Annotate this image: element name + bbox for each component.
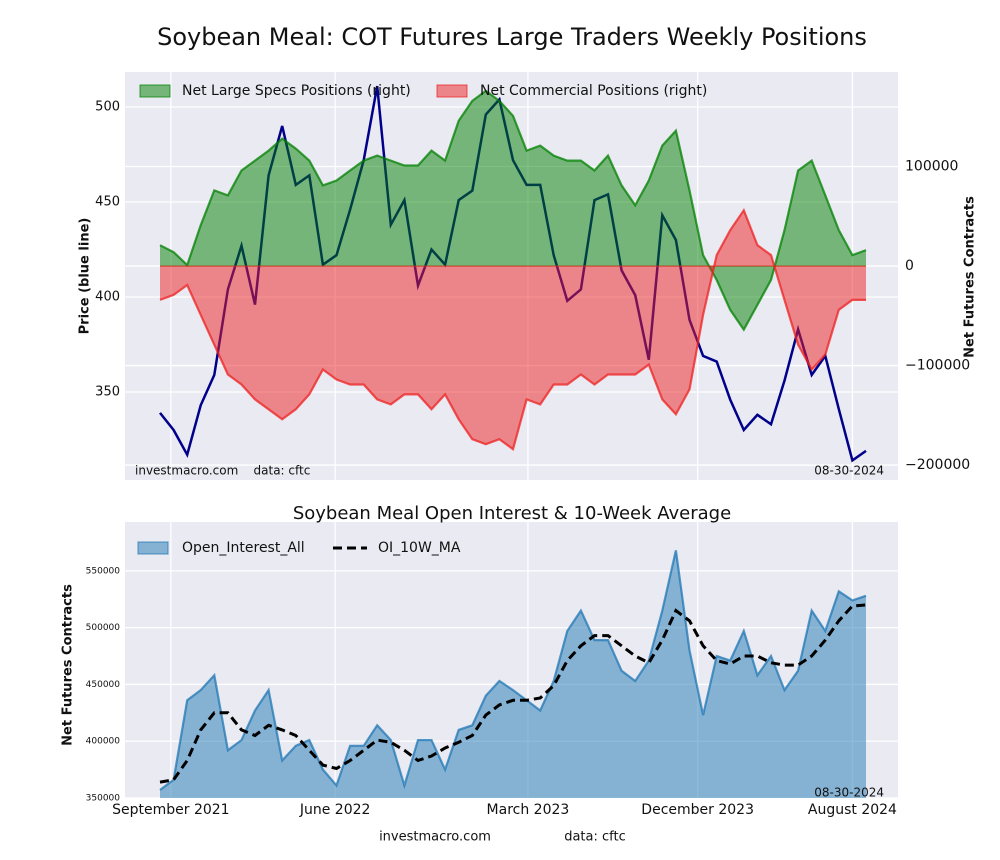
y-axis-label: Net Futures Contracts [61,584,76,746]
footer-source: data: cftc [564,830,626,845]
footer-site: investmacro.com [379,830,491,845]
legend-swatch [139,84,171,98]
legend-swatch [436,84,468,98]
average-line [159,603,867,784]
y-tick-label: 400000 [86,737,121,747]
legend-swatch [137,541,169,555]
x-tick-label: August 2024 [808,802,897,818]
annotation: 08-30-2024 [814,786,884,800]
page-title: Soybean Meal: COT Futures Large Traders … [157,23,867,51]
area-line [159,89,867,332]
area-fill [160,90,866,330]
y-tick-label: 350 [95,385,120,400]
x-tick-label: September 2021 [112,802,229,818]
area-line [159,207,866,452]
y2-axis-label: Net Futures Contracts [963,196,978,358]
area-line [159,550,867,791]
y2-tick-label: −200000 [905,457,970,473]
y-axis-label: Price (blue line) [78,218,93,335]
y-tick-label: 500 [95,99,120,114]
area-fill [160,550,866,798]
y-tick-label: 500000 [86,623,121,633]
x-tick-label: March 2023 [487,802,570,818]
annotation: investmacro.com data: cftc [135,464,310,478]
y-tick-label: 350000 [86,794,121,804]
y-tick-label: 450 [95,194,120,209]
y2-tick-label: 100000 [905,159,958,175]
annotation: 08-30-2024 [814,464,884,478]
y-tick-label: 450000 [86,680,121,690]
y-tick-label: 400 [95,289,120,304]
legend-label: Net Large Specs Positions (right) [182,83,411,99]
chart-title: Soybean Meal Open Interest & 10-Week Ave… [293,503,731,524]
y2-tick-label: −100000 [905,358,970,374]
legend-label: Open_Interest_All [182,540,305,556]
y2-tick-label: 0 [905,258,914,274]
legend-label: Net Commercial Positions (right) [480,83,707,99]
x-tick-label: June 2022 [299,802,371,818]
x-tick-label: December 2023 [641,802,754,818]
area-fill [160,210,866,450]
legend-label: OI_10W_MA [378,540,461,556]
y-tick-label: 550000 [86,566,121,576]
